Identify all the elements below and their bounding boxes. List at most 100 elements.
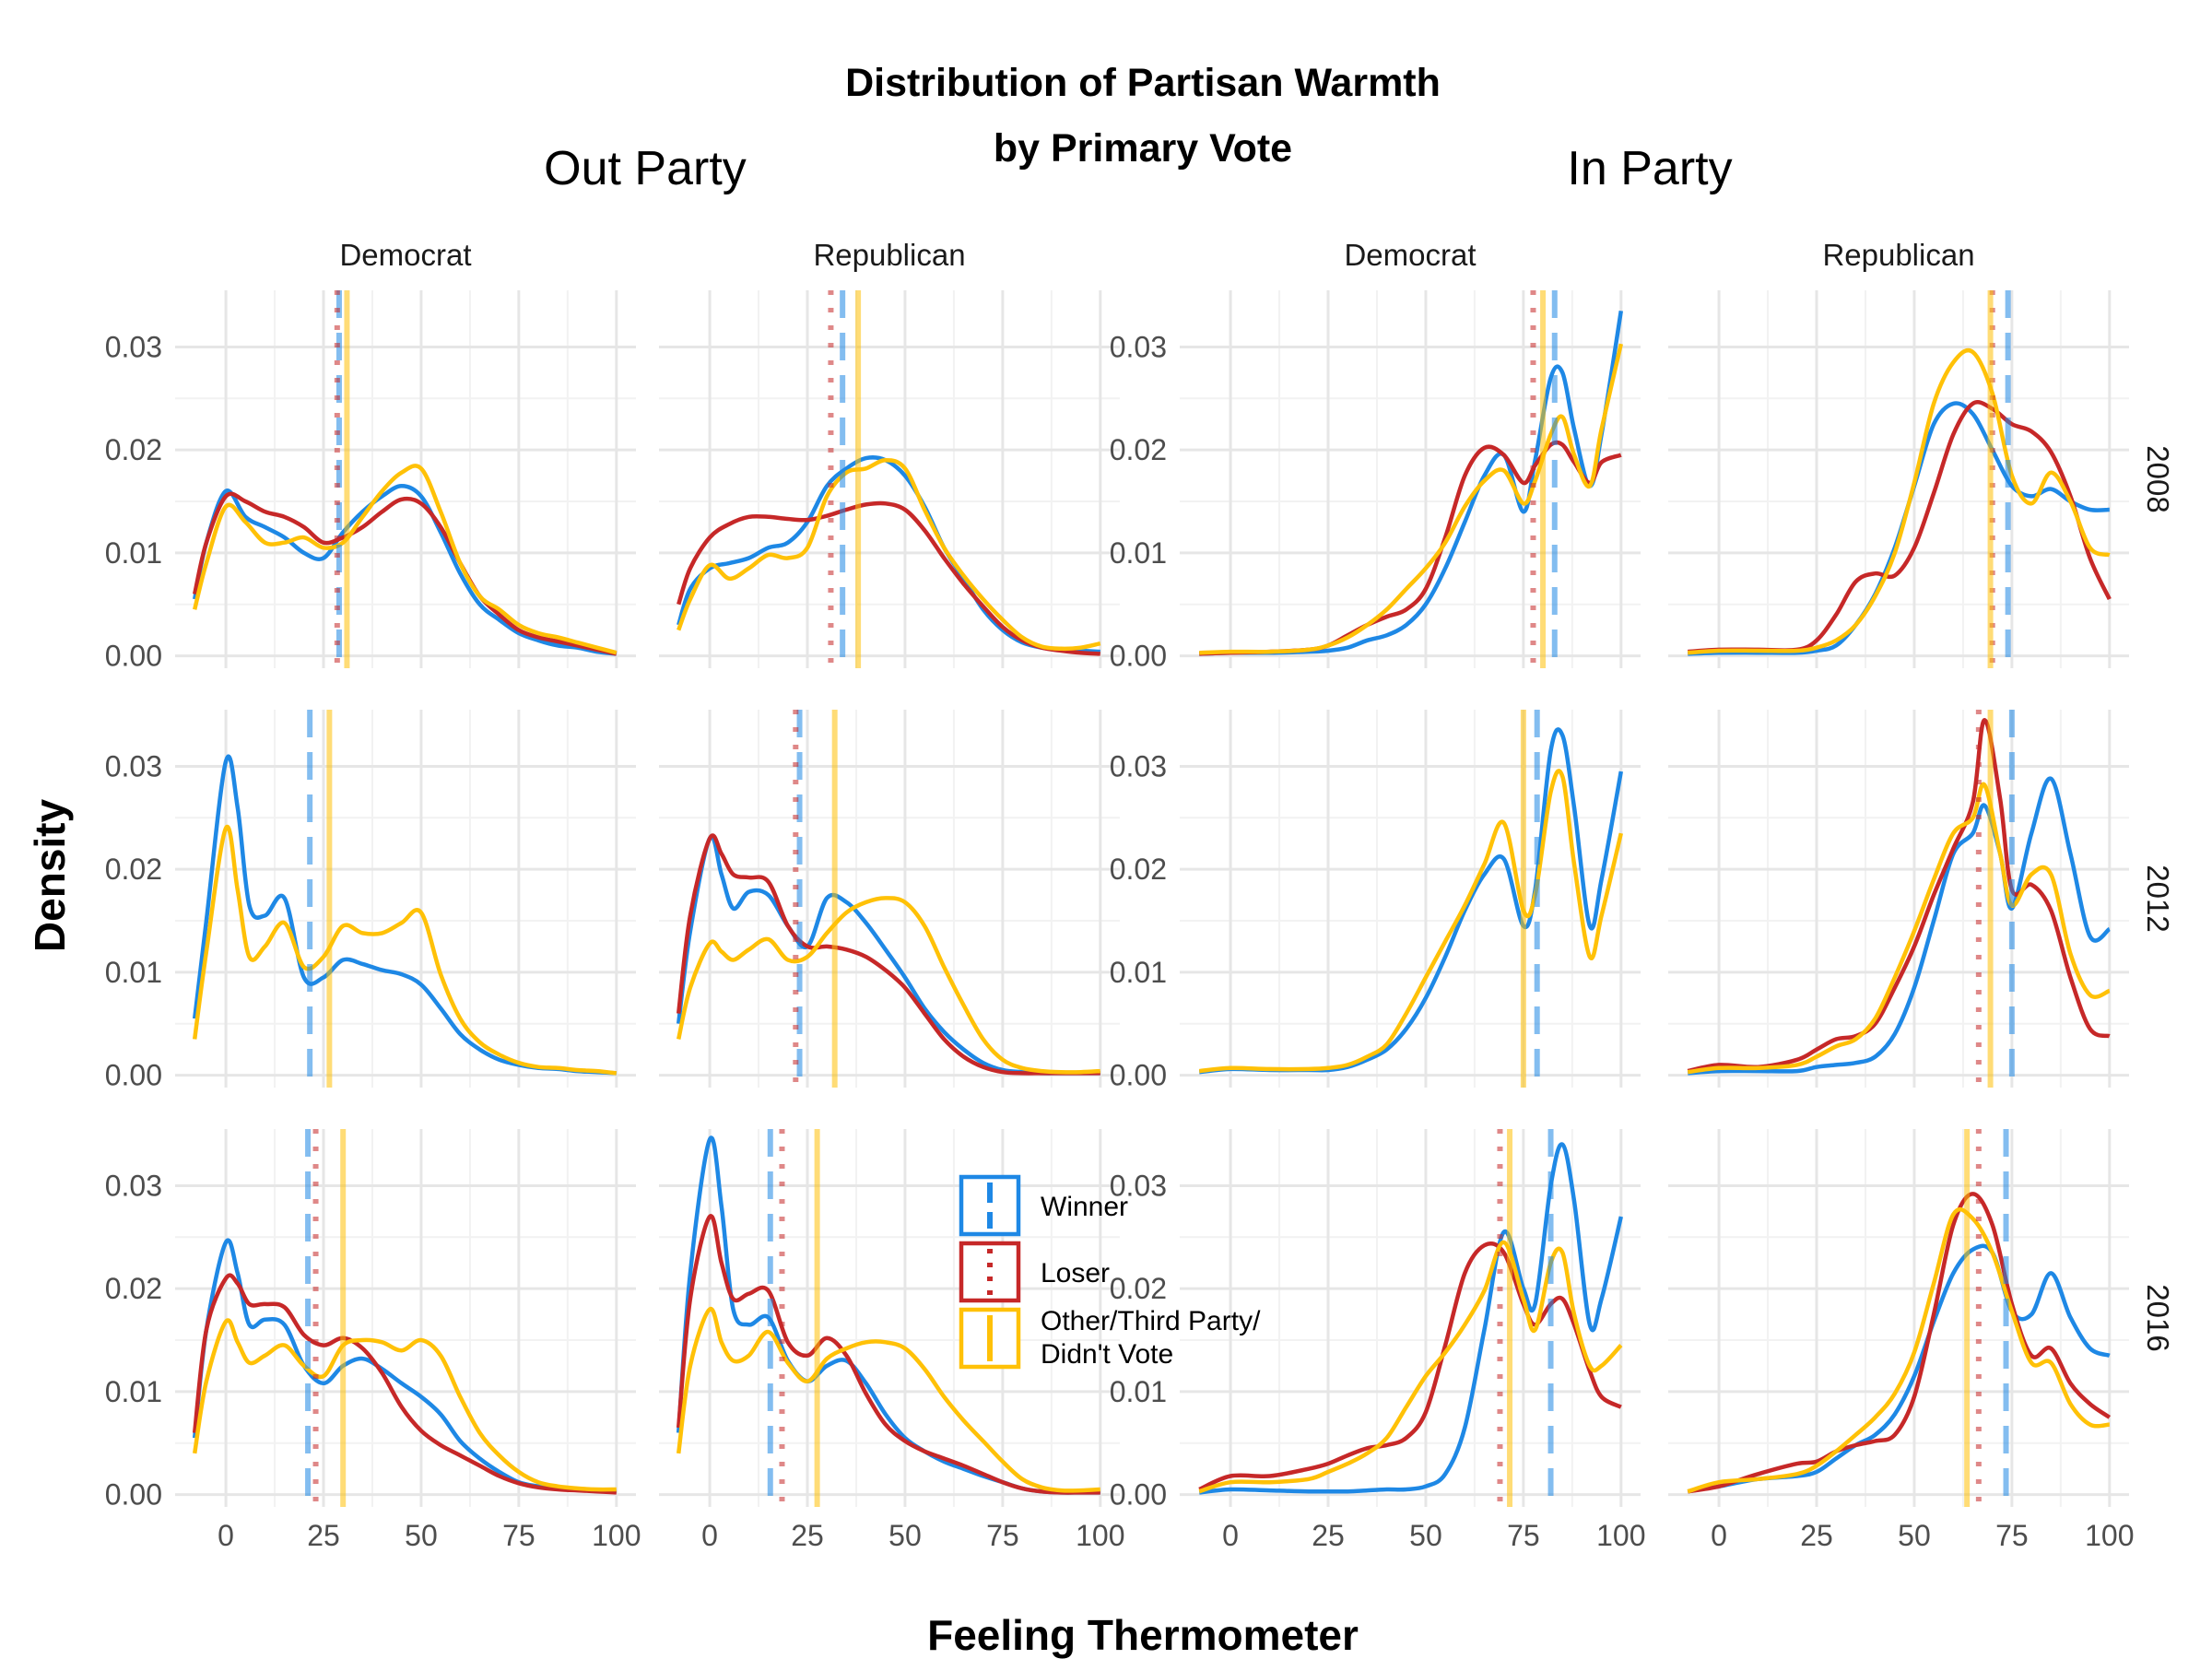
x-tick-label: 50: [888, 1519, 922, 1552]
legend-label: Winner: [1041, 1192, 1128, 1222]
density-line-loser: [676, 833, 1100, 1076]
strip-label-in-democrat: Democrat: [1344, 238, 1476, 272]
x-axis-title: Feeling Thermometer: [927, 1611, 1359, 1659]
density-line-other: [677, 458, 1101, 652]
y-tick-label: 0.02: [1110, 433, 1167, 466]
x-tick-label: 75: [1995, 1519, 2029, 1552]
legend-label: Other/Third Party/: [1041, 1306, 1261, 1336]
y-tick-label: 0.03: [1110, 749, 1167, 782]
y-tick-label: 0.02: [105, 1272, 162, 1305]
x-tick-label: 50: [1898, 1519, 1931, 1552]
strip-label-out-democrat: Democrat: [339, 238, 471, 272]
density-line-loser: [1687, 1192, 2112, 1494]
density-line-other: [1687, 1206, 2111, 1494]
panel-in-democrat-2008: 0.00 0.01 0.02 0.03: [1110, 290, 1641, 673]
legend-label: Loser: [1041, 1258, 1110, 1288]
density-line-other: [677, 896, 1100, 1075]
y-axis-title: Density: [26, 799, 74, 953]
legend-item-loser: Loser: [959, 1241, 1110, 1303]
y-tick-label: 0.02: [1110, 1272, 1167, 1305]
y-tick-label: 0.03: [105, 749, 162, 782]
density-line-other: [1688, 347, 2111, 655]
density-line-other: [193, 464, 618, 655]
density-line-winner: [1688, 776, 2112, 1076]
chart-subtitle: by Primary Vote: [994, 126, 1292, 171]
density-line-other: [1198, 769, 1623, 1074]
x-tick-label: 0: [218, 1519, 234, 1552]
panel-in-republican-2012: [1668, 710, 2129, 1088]
density-line-other: [1198, 1240, 1623, 1494]
strip-label-year-2016: 2016: [2141, 1284, 2175, 1351]
chart-title: Distribution of Partisan Warmth: [845, 61, 1441, 105]
y-tick-label: 0.01: [105, 1375, 162, 1408]
density-line-other: [1199, 343, 1623, 655]
y-tick-label: 0.03: [1110, 1169, 1167, 1202]
panel-out-democrat-2008: 0.00 0.01 0.02 0.03: [105, 290, 636, 673]
density-line-winner: [1198, 1142, 1623, 1495]
strip-label-out-republican: Republican: [813, 238, 965, 272]
y-tick-label: 0.01: [1110, 1375, 1167, 1408]
panel-out-republican-2008: [659, 290, 1120, 668]
y-tick-label: 0.00: [1110, 640, 1167, 673]
x-tick-label: 25: [1800, 1519, 1833, 1552]
y-tick-label: 0.00: [105, 1059, 162, 1092]
strip-label-year-2012: 2012: [2141, 865, 2175, 932]
y-tick-label: 0.03: [105, 330, 162, 363]
group-label-in-party: In Party: [1567, 142, 1732, 195]
y-tick-label: 0.01: [105, 956, 162, 989]
y-tick-label: 0.00: [105, 640, 162, 673]
strip-label-year-2008: 2008: [2141, 445, 2175, 512]
x-tick-label: 100: [592, 1519, 641, 1552]
x-tick-label: 50: [405, 1519, 438, 1552]
panel-in-republican-2008: [1668, 290, 2129, 668]
panel-out-republican-2012: [659, 710, 1120, 1088]
x-tick-label: 75: [1507, 1519, 1540, 1552]
legend-item-winner: Winner: [959, 1174, 1128, 1237]
y-tick-label: 0.01: [105, 536, 162, 570]
density-line-other: [676, 1307, 1100, 1493]
y-tick-label: 0.01: [1110, 956, 1167, 989]
x-tick-label: 100: [2085, 1519, 2134, 1552]
facet-panels: Democrat Republican Democrat Republican 2008…: [105, 238, 2175, 1552]
density-line-loser: [1687, 717, 2111, 1074]
density-line-loser: [193, 491, 618, 656]
density-line-loser: [676, 1214, 1100, 1495]
panel-out-democrat-2016: 0 25 50 75 100 0.00 0.01 0.02 0.03: [105, 1129, 641, 1552]
x-tick-label: 75: [986, 1519, 1019, 1552]
strip-label-in-republican: Republican: [1822, 238, 1974, 272]
y-tick-label: 0.03: [1110, 330, 1167, 363]
y-tick-label: 0.00: [105, 1478, 162, 1512]
density-line-winner: [1199, 310, 1624, 656]
panel-in-democrat-2016: 0 25 50 75 100 0.00 0.01 0.02 0.03: [1110, 1129, 1646, 1552]
y-tick-label: 0.02: [1110, 853, 1167, 886]
x-tick-label: 25: [791, 1519, 824, 1552]
panel-in-democrat-2012: 0.00 0.01 0.02 0.03: [1110, 710, 1641, 1092]
x-tick-label: 0: [701, 1519, 718, 1552]
x-tick-label: 25: [307, 1519, 340, 1552]
density-line-other: [192, 824, 618, 1076]
density-line-loser: [192, 1273, 617, 1495]
group-label-out-party: Out Party: [544, 142, 747, 195]
x-tick-label: 100: [1076, 1519, 1124, 1552]
y-tick-label: 0.03: [105, 1169, 162, 1202]
panel-out-democrat-2012: 0.00 0.01 0.02 0.03: [105, 710, 636, 1092]
density-line-winner: [192, 484, 618, 656]
density-line-other: [192, 1318, 617, 1492]
x-tick-label: 0: [1222, 1519, 1239, 1552]
x-tick-label: 0: [1711, 1519, 1727, 1552]
y-tick-label: 0.01: [1110, 536, 1167, 570]
x-tick-label: 50: [1409, 1519, 1442, 1552]
y-tick-label: 0.02: [105, 853, 162, 886]
x-tick-label: 100: [1596, 1519, 1645, 1552]
density-line-winner: [1688, 401, 2110, 656]
y-tick-label: 0.02: [105, 433, 162, 466]
y-tick-label: 0.00: [1110, 1478, 1167, 1512]
legend-item-other: Other/Third Party/ Didn't Vote: [959, 1306, 1261, 1370]
legend: Winner Loser Other/Third Party/ Didn't Vot…: [959, 1174, 1261, 1370]
panel-out-republican-2016: 0 25 50 75 100: [659, 1129, 1125, 1552]
density-line-loser: [1198, 1241, 1622, 1492]
x-tick-label: 75: [502, 1519, 535, 1552]
density-line-other: [1687, 782, 2111, 1075]
x-tick-label: 25: [1312, 1519, 1345, 1552]
